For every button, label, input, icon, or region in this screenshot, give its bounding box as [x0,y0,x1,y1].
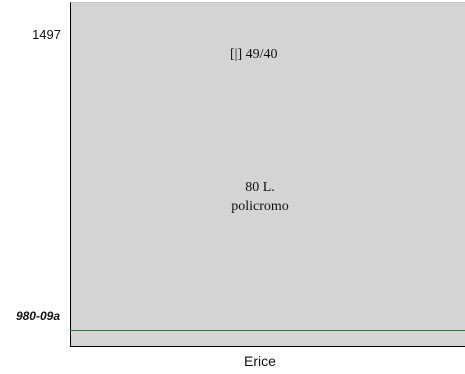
place-label: Erice [244,353,276,369]
value-label: 80 L. [245,180,275,195]
stamp-panel [70,2,465,347]
baseline-line [70,330,465,331]
reference-label: 980-09a [15,309,60,323]
year-label: 1497 [32,27,61,42]
type-label: policromo [231,199,289,214]
catalog-label: [|] 49/40 [230,47,278,62]
